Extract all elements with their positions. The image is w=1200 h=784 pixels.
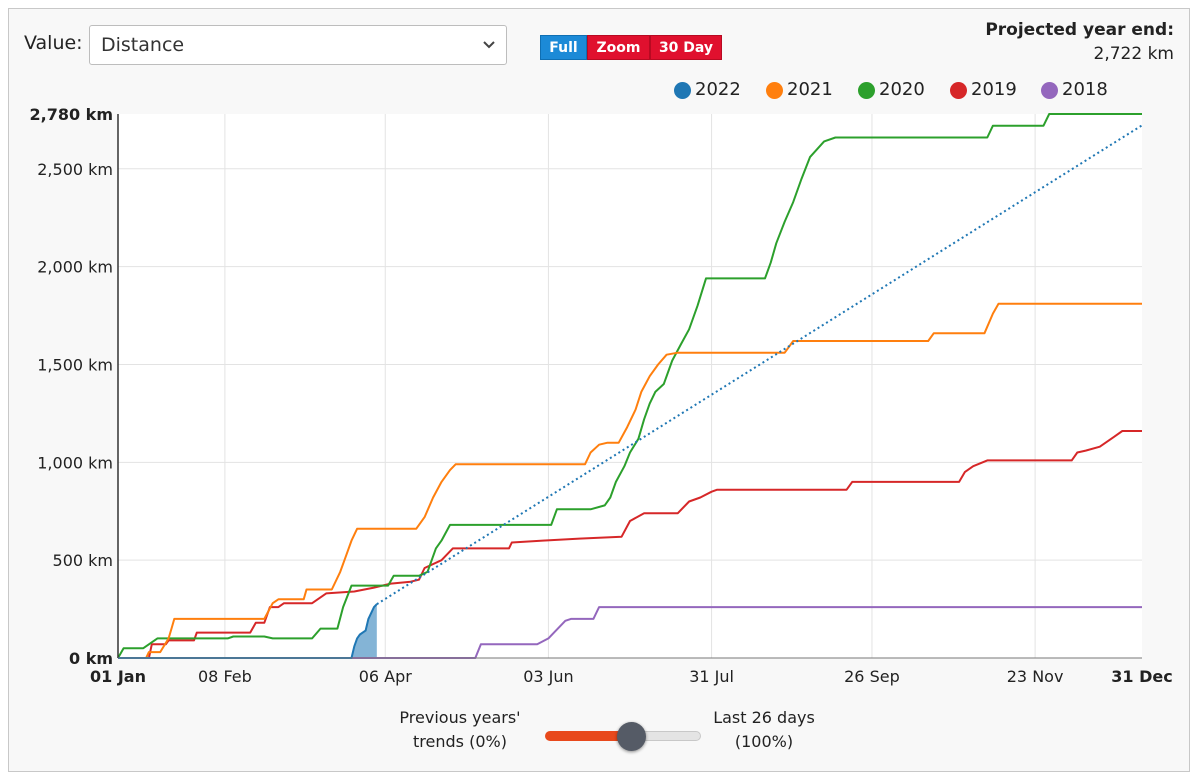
- x-tick-label: 31 Dec: [1111, 667, 1172, 686]
- slider-left-line2: trends (0%): [413, 732, 507, 751]
- series-line-2018: [118, 606, 1142, 659]
- plot-area: [118, 114, 1142, 658]
- slider-right-line1: Last 26 days: [713, 708, 815, 727]
- slider-right-line2: (100%): [734, 732, 794, 751]
- x-tick-label: 01 Jan: [90, 667, 146, 686]
- legend-dot-2018: [1041, 82, 1058, 99]
- series-line-2019: [118, 430, 1142, 659]
- legend-label-2018: 2018: [1062, 79, 1108, 100]
- legend-dot-2019: [950, 82, 967, 99]
- value-label: Value:: [24, 32, 83, 54]
- metric-select-value: Distance: [101, 34, 185, 56]
- x-tick-label: 08 Feb: [198, 667, 252, 686]
- series-line-2021: [118, 302, 1142, 659]
- slider-left-line1: Previous years': [399, 708, 521, 727]
- y-tick-label: 2,000 km: [37, 258, 113, 277]
- x-tick-label: 23 Nov: [1007, 667, 1064, 686]
- thirty-day-view-button[interactable]: 30 Day: [650, 35, 722, 60]
- x-tick-label: 06 Apr: [359, 667, 413, 686]
- x-tick-label: 31 Jul: [689, 667, 734, 686]
- trend-slider-handle[interactable]: [617, 722, 646, 751]
- legend-label-2021: 2021: [787, 79, 833, 100]
- projection-value: 2,722 km: [1093, 44, 1174, 64]
- projection-dotted-line: [376, 124, 1143, 606]
- y-tick-label: 1,000 km: [37, 453, 113, 472]
- legend-dot-2020: [858, 82, 875, 99]
- zoom-view-button[interactable]: Zoom: [587, 35, 650, 60]
- slider-right-label: Last 26 days (100%): [700, 706, 828, 754]
- series-layer: [117, 113, 1143, 659]
- y-tick-label: 500 km: [53, 551, 113, 570]
- grid-layer: [118, 114, 1142, 658]
- metric-select[interactable]: Distance: [89, 25, 507, 65]
- y-tick-label: 2,780 km: [30, 105, 114, 124]
- legend-label-2022: 2022: [695, 79, 741, 100]
- chevron-down-icon: [483, 41, 495, 49]
- y-tick-label: 2,500 km: [37, 160, 113, 179]
- axis-layer: 0 km 500 km 1,000 km 1,500 km 2,000 km 2,500 …: [30, 105, 1173, 686]
- legend-label-2020: 2020: [879, 79, 925, 100]
- distance-chart: 0 km 500 km 1,000 km 1,500 km 2,000 km 2,500 …: [30, 105, 1173, 686]
- y-tick-label: 1,500 km: [37, 355, 113, 374]
- legend-label-2019: 2019: [971, 79, 1017, 100]
- legend-dot-2022: [674, 82, 691, 99]
- projection-title: Projected year end:: [985, 20, 1174, 40]
- series-line-2020: [117, 113, 1142, 659]
- legend-dot-2021: [766, 82, 783, 99]
- slider-track-filled[interactable]: [545, 731, 631, 741]
- full-view-button[interactable]: Full: [540, 35, 587, 60]
- x-tick-label: 03 Jun: [523, 667, 573, 686]
- series-line-2022: [118, 603, 378, 659]
- slider-left-label: Previous years' trends (0%): [380, 706, 540, 754]
- y-tick-label: 0 km: [69, 649, 113, 668]
- projection-box: Projected year end: 2,722 km: [985, 18, 1174, 66]
- x-tick-label: 26 Sep: [844, 667, 900, 686]
